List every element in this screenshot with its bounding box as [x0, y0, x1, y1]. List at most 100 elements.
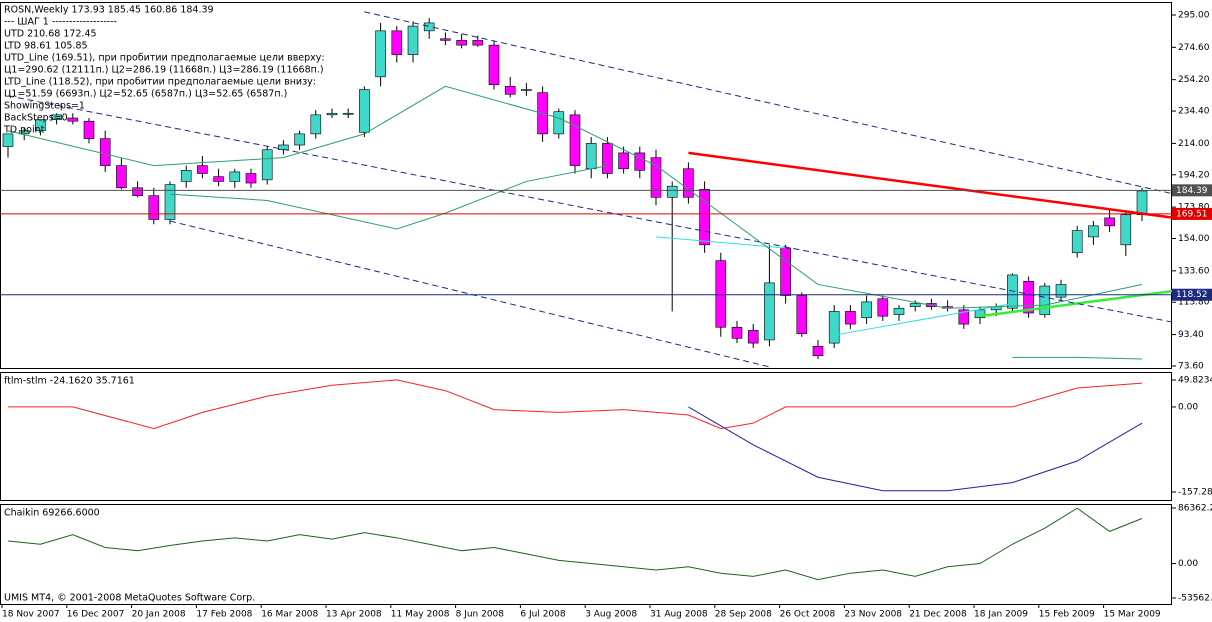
y-tick-label: 73.60	[1178, 361, 1204, 371]
candle-body	[521, 89, 532, 91]
candle-body	[440, 38, 451, 41]
overlay-line	[7, 95, 1175, 323]
candle-body	[245, 173, 257, 184]
x-tick-label: 21 Dec 2008	[909, 610, 967, 620]
candle-body	[1055, 284, 1067, 298]
candle-body	[180, 170, 192, 182]
x-tick-label: 20 Jan 2008	[132, 610, 186, 620]
info-line: LTD_Line (118.52), при пробитии предпола…	[4, 77, 316, 88]
x-tick-label: 17 Feb 2008	[196, 610, 252, 620]
overlay-line	[655, 236, 786, 249]
info-line: --- ШАГ 1 -------------------	[4, 17, 117, 28]
candle-body	[683, 168, 694, 198]
candle-body	[326, 112, 338, 116]
candle-body	[99, 138, 111, 166]
price-tag-label: 118.52	[1176, 290, 1208, 300]
info-line: UTD_Line (169.51), при пробитии предпола…	[4, 53, 325, 64]
candle-body	[342, 112, 354, 115]
candle-body	[812, 345, 824, 357]
candle-body	[359, 89, 370, 133]
x-tick-label: 13 Apr 2008	[326, 610, 382, 620]
candle-body	[796, 295, 808, 334]
candle-body	[861, 301, 872, 319]
candle-body	[294, 133, 305, 146]
info-line: LTD 98.61 105.85	[4, 41, 88, 52]
x-tick-label: 28 Sep 2008	[715, 610, 772, 620]
chart-title: ROSN,Weekly 173.93 185.45 160.86 184.39	[4, 5, 214, 16]
candle-body	[310, 114, 322, 135]
candle-body	[261, 149, 273, 181]
y-tick-label: 93.40	[1178, 330, 1204, 340]
price-tag	[1172, 184, 1212, 197]
candle-body	[974, 309, 986, 319]
info-line: Ц1=290.62 (12111п.) Ц2=286.19 (11668п.) …	[4, 65, 324, 76]
y-tick-label: 274.60	[1178, 43, 1210, 53]
candle-body	[229, 171, 241, 182]
candle-body	[164, 184, 176, 220]
candle-body	[877, 298, 889, 317]
candle-body	[456, 40, 467, 46]
candle-body	[1039, 285, 1051, 315]
overlay-line	[169, 165, 608, 230]
overlay-line	[7, 85, 1143, 309]
y-tick-label: 194.20	[1178, 170, 1210, 180]
info-line: UTD 210.68 172.45	[4, 29, 97, 40]
x-tick-label: 3 Aug 2008	[585, 610, 637, 620]
x-tick-label: 23 Nov 2008	[844, 610, 902, 620]
candle-body	[666, 185, 678, 198]
y-tick-label: -157.287	[1178, 487, 1212, 497]
candle-body	[2, 133, 14, 147]
info-line: BackSteps=0	[4, 113, 68, 124]
indicator-line	[8, 379, 1143, 430]
y-tick-label: -53562.6	[1178, 594, 1212, 604]
candle-body	[958, 309, 970, 325]
x-tick-label: 8 Jun 2008	[456, 610, 505, 620]
info-line: TD point	[3, 125, 45, 136]
candle-body	[116, 165, 127, 189]
candle-body	[909, 303, 921, 307]
x-tick-label: 6 Jul 2008	[520, 610, 565, 620]
candle-body	[731, 326, 743, 339]
indicator-title: ftlm-stlm -24.1620 35.7161	[4, 376, 135, 387]
x-tick-label: 18 Jan 2009	[974, 610, 1028, 620]
overlay-line	[834, 302, 1013, 336]
candle-body	[1071, 230, 1083, 254]
candle-body	[1023, 280, 1034, 314]
candle-body	[35, 119, 46, 132]
candle-body	[602, 143, 613, 174]
y-tick-label: 295.00	[1178, 10, 1210, 20]
candle-body	[375, 30, 386, 78]
candle-body	[1088, 225, 1099, 238]
indicator-line	[7, 507, 1143, 581]
candle-body	[67, 117, 79, 122]
candle-body	[764, 282, 775, 341]
y-tick-label: 86362.22	[1178, 503, 1212, 513]
y-tick-label: 234.40	[1178, 107, 1210, 117]
y-tick-label: 0.00	[1178, 402, 1198, 412]
y-tick-label: 173.80	[1178, 203, 1210, 213]
candle-body	[893, 307, 905, 315]
x-tick-label: 15 Mar 2009	[1104, 610, 1161, 620]
candle-body	[553, 111, 565, 135]
panel-frame	[0, 504, 1172, 605]
info-line: Ц1=51.59 (6693п.) Ц2=52.65 (6587п.) Ц3=5…	[4, 89, 287, 100]
overlay-line	[169, 220, 770, 368]
indicator-title: Chaikin 69266.6000	[4, 508, 100, 519]
x-tick-label: 31 Aug 2008	[650, 610, 708, 620]
price-tag-label: 184.39	[1176, 186, 1208, 196]
candle-body	[585, 143, 597, 170]
info-line: ShowingSteps=1	[4, 101, 85, 112]
copyright: UMIS MT4, © 2001-2008 MetaQuotes Softwar…	[4, 593, 255, 604]
candle-body	[715, 260, 727, 328]
candle-body	[828, 311, 840, 344]
candle-body	[83, 120, 95, 139]
panel-frame	[0, 2, 1172, 369]
candle-body	[1007, 274, 1018, 309]
price-tag-label: 169.51	[1176, 209, 1208, 219]
x-tick-label: 11 May 2008	[391, 610, 450, 620]
y-tick-label: 49.8234	[1178, 375, 1212, 385]
candle-body	[1120, 214, 1132, 246]
candle-body	[148, 195, 160, 220]
x-tick-label: 26 Oct 2008	[780, 610, 836, 620]
